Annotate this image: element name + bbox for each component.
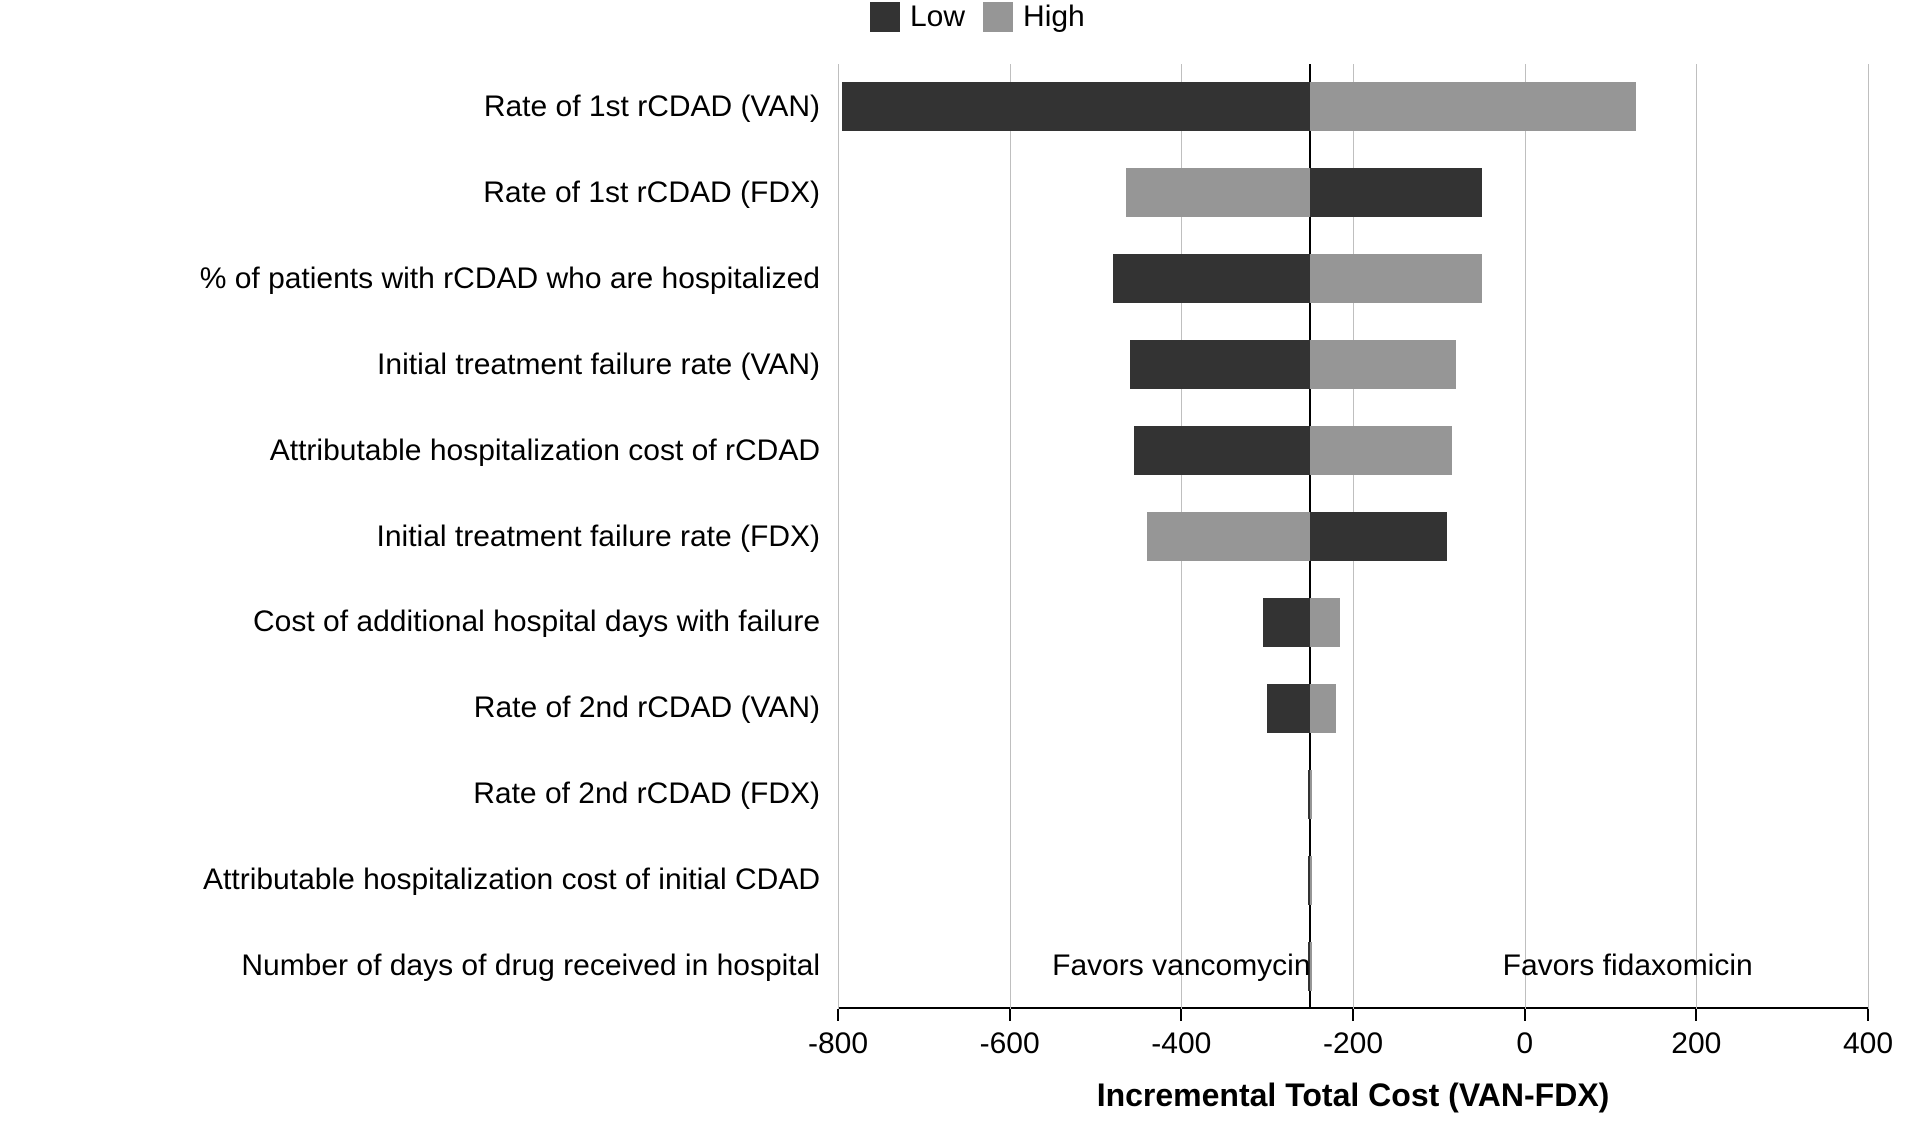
x-tick-label: 200 xyxy=(1671,1027,1721,1061)
bar-high xyxy=(1310,82,1636,131)
bar-low xyxy=(1308,856,1310,905)
tornado-chart: Low High Incremental Total Cost (VAN-FDX)… xyxy=(0,0,1920,1146)
x-tick xyxy=(1524,1009,1526,1021)
category-label: Rate of 1st rCDAD (VAN) xyxy=(484,90,820,124)
x-axis-title: Incremental Total Cost (VAN-FDX) xyxy=(1097,1077,1610,1114)
x-tick-label: -200 xyxy=(1323,1027,1383,1061)
legend-item-low: Low xyxy=(870,0,965,34)
bar-low xyxy=(1130,340,1310,389)
x-tick xyxy=(1695,1009,1697,1021)
bar-low xyxy=(1267,684,1310,733)
bar-high xyxy=(1310,426,1452,475)
x-tick xyxy=(1009,1009,1011,1021)
gridline xyxy=(1696,64,1697,1009)
plot-area xyxy=(838,64,1868,1009)
bar-high xyxy=(1310,254,1482,303)
category-label: Number of days of drug received in hospi… xyxy=(241,949,820,983)
bar-low xyxy=(1263,598,1310,647)
gridline xyxy=(1868,64,1869,1009)
x-tick xyxy=(1352,1009,1354,1021)
category-label: Rate of 2nd rCDAD (FDX) xyxy=(473,777,820,811)
category-label: Rate of 2nd rCDAD (VAN) xyxy=(474,691,820,725)
x-tick xyxy=(1180,1009,1182,1021)
legend-label-high: High xyxy=(1023,0,1085,34)
bar-high xyxy=(1310,340,1456,389)
x-tick xyxy=(837,1009,839,1021)
gridline xyxy=(1010,64,1011,1009)
bar-high xyxy=(1310,684,1336,733)
category-label: Rate of 1st rCDAD (FDX) xyxy=(483,176,820,210)
legend-label-low: Low xyxy=(910,0,965,34)
legend: Low High xyxy=(870,0,1085,34)
category-label: Cost of additional hospital days with fa… xyxy=(253,605,820,639)
category-label: % of patients with rCDAD who are hospita… xyxy=(200,262,820,296)
x-tick xyxy=(1867,1009,1869,1021)
bar-high xyxy=(1310,856,1312,905)
legend-swatch-low xyxy=(870,2,900,32)
bar-high xyxy=(1310,598,1340,647)
bar-high xyxy=(1147,512,1310,561)
bar-low xyxy=(842,82,1310,131)
bar-low xyxy=(1310,168,1482,217)
legend-swatch-high xyxy=(983,2,1013,32)
category-label: Initial treatment failure rate (FDX) xyxy=(377,520,820,554)
bar-high xyxy=(1310,770,1312,819)
bar-low xyxy=(1310,512,1447,561)
favors-left-label: Favors vancomycin xyxy=(1052,949,1310,983)
gridline xyxy=(1525,64,1526,1009)
x-tick-label: -800 xyxy=(808,1027,868,1061)
bar-low xyxy=(1308,770,1310,819)
x-tick-label: -400 xyxy=(1151,1027,1211,1061)
category-label: Initial treatment failure rate (VAN) xyxy=(377,348,820,382)
bar-low xyxy=(1134,426,1310,475)
bar-low xyxy=(1113,254,1310,303)
x-tick-label: 400 xyxy=(1843,1027,1893,1061)
bar-high xyxy=(1126,168,1311,217)
legend-item-high: High xyxy=(983,0,1085,34)
category-label: Attributable hospitalization cost of ini… xyxy=(203,863,820,897)
category-label: Attributable hospitalization cost of rCD… xyxy=(270,434,820,468)
x-tick-label: 0 xyxy=(1516,1027,1533,1061)
gridline xyxy=(838,64,839,1009)
x-tick-label: -600 xyxy=(980,1027,1040,1061)
favors-right-label: Favors fidaxomicin xyxy=(1503,949,1753,983)
